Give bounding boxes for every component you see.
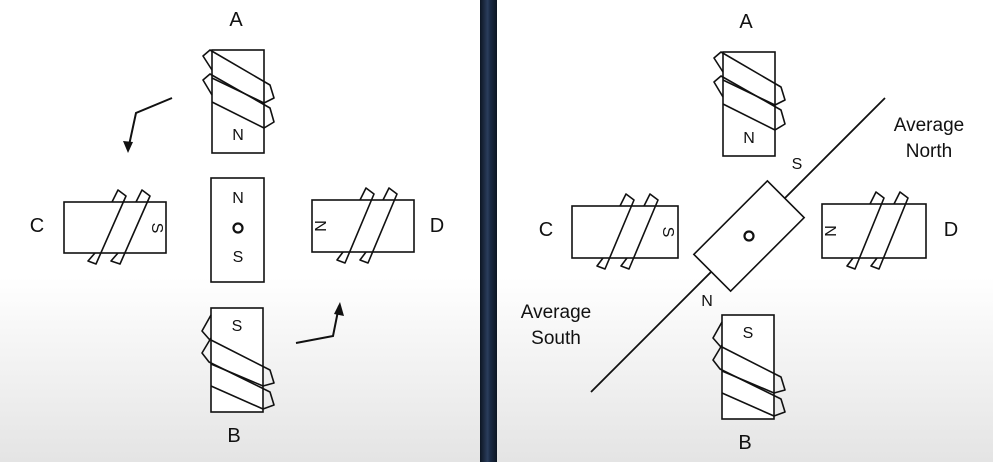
coil-label-c: C [539, 219, 553, 241]
rotor-magnet [692, 179, 806, 293]
average-north-line-2: North [906, 141, 952, 162]
coil-label-d: D [430, 215, 444, 237]
pole-label-d: N [823, 225, 840, 237]
stator-coil-d: N [821, 191, 927, 270]
left-diagram-panel: N A S B S C N D N S [0, 0, 480, 462]
average-south-line-1: Average [521, 302, 591, 323]
rotor-pole-north: N [701, 293, 713, 310]
left-motor-diagram: N A S B S C N D N S [0, 0, 480, 462]
average-south-label: Average South [521, 302, 591, 349]
stator-coil-b: S [201, 307, 275, 413]
rotor-pole-south: S [792, 156, 803, 173]
stator-coil-c: S [571, 193, 679, 270]
coil-label-b: B [227, 425, 240, 447]
pole-label-b: S [232, 318, 243, 335]
pole-label-c: S [659, 227, 676, 238]
pole-label-d: N [313, 220, 330, 232]
coil-label-d: D [944, 219, 958, 241]
coil-label-c: C [30, 215, 44, 237]
stator-coil-d: N [311, 187, 415, 264]
stator-coil-b: S [712, 314, 786, 420]
rotor-pole-south: S [233, 249, 244, 266]
average-north-line-1: Average [894, 115, 964, 136]
rotor-axle [232, 222, 244, 234]
coil-label-a: A [739, 11, 753, 33]
pole-label-a: N [232, 127, 244, 144]
average-north-label: Average North [894, 115, 964, 162]
stator-coil-c: S [63, 189, 167, 265]
right-motor-diagram: N A S B S C N D S N Average North Averag… [497, 0, 993, 462]
coil-label-a: A [229, 9, 243, 31]
stator-coil-a: N [713, 51, 786, 157]
pole-label-c: S [148, 223, 165, 234]
stator-coil-a: N [202, 49, 275, 154]
coil-label-b: B [738, 432, 751, 454]
pole-label-b: S [743, 325, 754, 342]
rotation-arrow-right [295, 302, 344, 344]
rotation-arrow-left [123, 97, 173, 153]
rotor-magnet: N S [210, 177, 265, 283]
average-south-line-2: South [531, 328, 581, 349]
rotor-pole-north: N [232, 190, 244, 207]
pole-label-a: N [743, 130, 755, 147]
right-diagram-panel: N A S B S C N D S N Average North Averag… [497, 0, 993, 462]
rotor-axle [743, 230, 755, 242]
panel-divider [480, 0, 497, 462]
